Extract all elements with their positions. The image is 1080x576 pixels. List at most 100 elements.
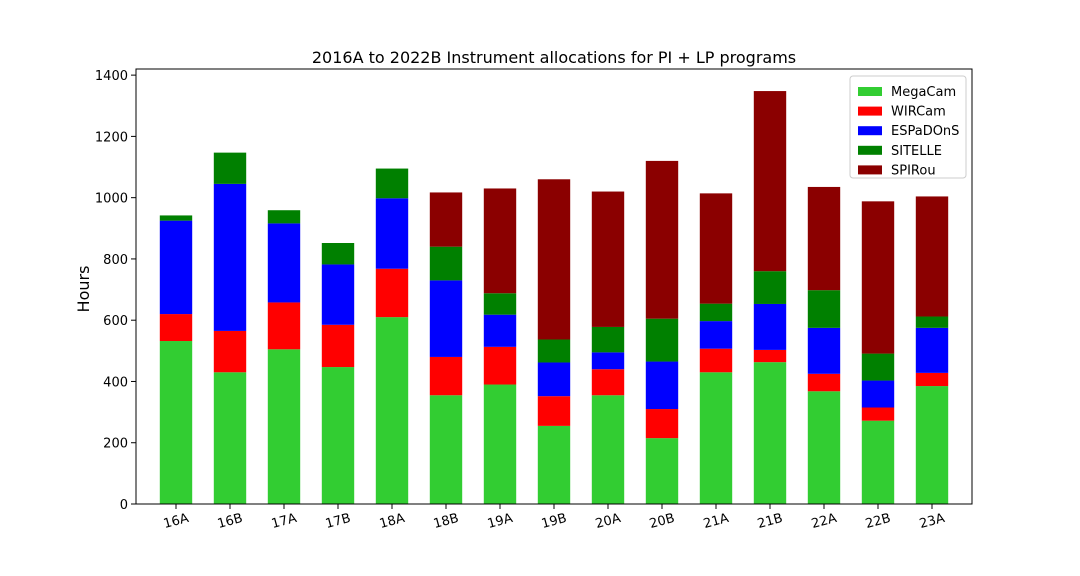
bar-espadons-18a	[375, 198, 409, 269]
x-tick-label: 17B	[324, 511, 352, 532]
bar-espadons-17b	[321, 264, 355, 325]
legend-swatch-wircam	[858, 106, 882, 116]
bar-spirou-22b	[861, 201, 895, 354]
y-axis-label: Hours	[74, 266, 93, 313]
x-tick-label: 20B	[648, 511, 676, 532]
y-tick-label: 1000	[95, 192, 128, 207]
bar-sitelle-23a	[915, 316, 949, 328]
bar-espadons-17a	[267, 223, 301, 303]
bar-espadons-16b	[213, 183, 247, 331]
bar-wircam-21a	[699, 348, 733, 373]
bar-sitelle-17b	[321, 243, 355, 265]
bar-espadons-21a	[699, 321, 733, 349]
bar-megacam-22a	[807, 391, 841, 504]
bar-megacam-16a	[159, 341, 193, 504]
bar-wircam-23a	[915, 372, 949, 387]
x-tick-label: 22A	[810, 511, 839, 532]
bar-sitelle-18b	[429, 246, 463, 281]
bar-wircam-18a	[375, 268, 409, 318]
bar-spirou-20a	[591, 191, 625, 327]
bar-sitelle-21a	[699, 303, 733, 322]
bar-spirou-18b	[429, 192, 463, 247]
chart-title: 2016A to 2022B Instrument allocations fo…	[312, 48, 796, 67]
y-tick-label: 0	[120, 498, 128, 513]
bar-sitelle-21b	[753, 271, 787, 304]
bar-wircam-20a	[591, 369, 625, 396]
bar-espadons-19b	[537, 362, 571, 397]
bar-espadons-20a	[591, 352, 625, 370]
legend: MegaCam WIRCam ESPaDOnS SITELLE SPIRou	[849, 75, 967, 179]
bar-wircam-16b	[213, 330, 247, 373]
bar-megacam-20a	[591, 395, 625, 504]
y-tick-label: 600	[103, 314, 128, 329]
y-tick-label: 400	[103, 375, 128, 390]
bar-espadons-19a	[483, 314, 517, 347]
bar-sitelle-19b	[537, 339, 571, 363]
x-tick-label: 19B	[540, 511, 568, 532]
x-tick-label: 19A	[486, 511, 515, 532]
bar-sitelle-17a	[267, 210, 301, 224]
bar-megacam-20b	[645, 438, 679, 504]
bar-wircam-19a	[483, 346, 517, 385]
bar-megacam-19a	[483, 384, 517, 504]
bar-wircam-17a	[267, 302, 301, 350]
y-tick-label: 1400	[95, 69, 128, 84]
bars-layer	[159, 91, 949, 504]
bar-spirou-22a	[807, 186, 841, 291]
bar-megacam-18a	[375, 317, 409, 504]
bar-sitelle-22b	[861, 353, 895, 381]
x-tick-label: 20A	[594, 511, 623, 532]
y-tick-label: 1200	[95, 130, 128, 145]
bar-spirou-21a	[699, 193, 733, 304]
bar-wircam-19b	[537, 396, 571, 426]
y-tick-label: 200	[103, 437, 128, 452]
bar-spirou-23a	[915, 196, 949, 317]
x-tick-label: 18A	[378, 511, 407, 532]
bar-espadons-23a	[915, 327, 949, 373]
bar-spirou-19a	[483, 188, 517, 294]
legend-label-espadons: ESPaDOnS	[891, 124, 959, 139]
bar-espadons-22b	[861, 380, 895, 408]
bar-wircam-20b	[645, 409, 679, 439]
bar-sitelle-16b	[213, 152, 247, 184]
legend-label-spirou: SPIRou	[891, 163, 936, 178]
bar-espadons-21b	[753, 303, 787, 350]
x-tick-label: 23A	[918, 511, 947, 532]
legend-swatch-spirou	[858, 165, 882, 175]
bar-spirou-21b	[753, 91, 787, 272]
legend-swatch-sitelle	[858, 145, 882, 155]
y-tick-label: 800	[103, 253, 128, 268]
bar-wircam-22a	[807, 373, 841, 392]
bar-sitelle-18a	[375, 168, 409, 199]
bar-sitelle-22a	[807, 290, 841, 328]
bar-megacam-18b	[429, 395, 463, 504]
bar-espadons-20b	[645, 361, 679, 410]
bar-sitelle-20a	[591, 326, 625, 353]
bar-wircam-22b	[861, 407, 895, 421]
bar-megacam-22b	[861, 420, 895, 504]
x-tick-label: 16B	[216, 511, 244, 532]
bar-wircam-18b	[429, 356, 463, 396]
bar-sitelle-20b	[645, 318, 679, 362]
bar-megacam-16b	[213, 372, 247, 504]
legend-label-megacam: MegaCam	[891, 85, 956, 100]
x-tick-label: 16A	[162, 511, 191, 532]
x-tick-label: 21B	[756, 511, 784, 532]
x-tick-label: 17A	[270, 511, 299, 532]
x-tick-label: 22B	[864, 511, 892, 532]
bar-spirou-19b	[537, 179, 571, 340]
bar-megacam-17a	[267, 349, 301, 504]
bar-megacam-19b	[537, 425, 571, 504]
bar-espadons-18b	[429, 280, 463, 357]
x-tick-label: 18B	[432, 511, 460, 532]
bar-wircam-17b	[321, 324, 355, 368]
bar-wircam-16a	[159, 314, 193, 342]
bar-megacam-21b	[753, 362, 787, 504]
legend-swatch-megacam	[858, 87, 882, 96]
bar-sitelle-19a	[483, 293, 517, 315]
bar-spirou-20b	[645, 160, 679, 319]
bar-espadons-22a	[807, 327, 841, 374]
legend-swatch-espadons	[858, 126, 882, 136]
legend-label-wircam: WIRCam	[891, 105, 946, 120]
